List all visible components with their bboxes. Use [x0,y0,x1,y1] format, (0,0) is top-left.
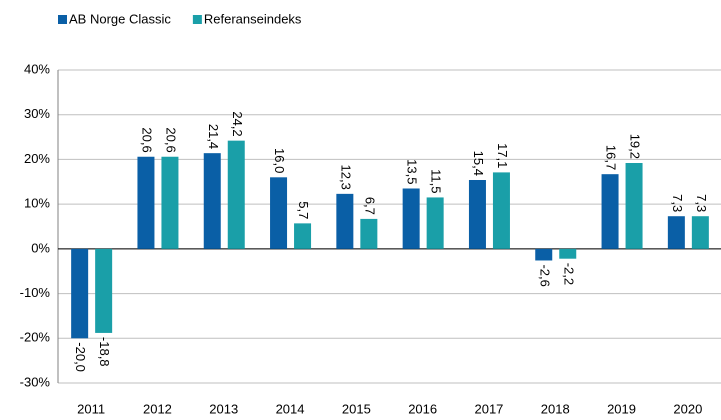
y-tick-label: 40% [24,61,50,76]
data-label: 7,3 [670,194,685,212]
bar [492,172,510,249]
bar [468,179,486,249]
bar [227,140,245,249]
data-label: 20,6 [164,127,179,152]
data-label: 7,3 [694,194,709,212]
bar [95,248,113,333]
data-label: 19,2 [628,134,643,159]
bar [559,248,577,259]
y-tick-label: 30% [24,106,50,121]
bar [601,174,619,249]
x-tick-label: 2019 [607,401,636,416]
data-label: 16,0 [272,148,287,173]
bar [137,156,155,249]
legend-swatch [58,15,67,24]
x-tick-label: 2015 [342,401,371,416]
data-label: -2,2 [561,263,576,285]
data-label: 17,1 [495,143,510,168]
x-tick-label: 2014 [276,401,305,416]
legend-label: AB Norge Classic [69,11,171,26]
y-tick-label: 20% [24,151,50,166]
bar [535,248,553,261]
data-label: 16,7 [604,145,619,170]
y-tick-label: 0% [31,240,50,255]
y-tick-label: -20% [20,330,51,345]
bar [625,163,643,249]
x-tick-label: 2012 [143,401,172,416]
data-label: -2,6 [537,264,552,286]
bar [294,223,312,249]
bar [402,188,420,249]
x-tick-label: 2016 [408,401,437,416]
bar [360,218,378,249]
data-label: -20,0 [73,342,88,372]
legend-swatch [192,15,202,24]
bar [667,216,685,249]
bar [203,153,221,249]
data-label: 21,4 [206,124,221,149]
x-tick-label: 2017 [474,401,503,416]
data-label: 6,7 [362,197,377,215]
data-label: 20,6 [140,127,155,152]
data-label: 15,4 [471,151,486,176]
data-label: -18,8 [97,337,112,367]
bar [336,193,354,249]
x-tick-label: 2013 [209,401,238,416]
data-label: 5,7 [296,201,311,219]
x-tick-label: 2020 [673,401,702,416]
bar [426,197,444,249]
legend-label: Referanseindeks [204,11,302,26]
y-tick-label: -30% [20,374,51,389]
data-label: 24,2 [230,111,245,136]
bar [270,177,288,249]
bar [161,156,179,249]
y-tick-label: 10% [24,196,50,211]
data-label: 11,5 [429,169,444,193]
data-label: 12,3 [338,165,353,190]
data-label: 13,5 [405,159,420,184]
bar [691,216,709,249]
x-tick-label: 2011 [77,401,105,416]
y-tick-label: -10% [20,285,51,300]
x-tick-label: 2018 [541,401,570,416]
bar [71,248,89,339]
